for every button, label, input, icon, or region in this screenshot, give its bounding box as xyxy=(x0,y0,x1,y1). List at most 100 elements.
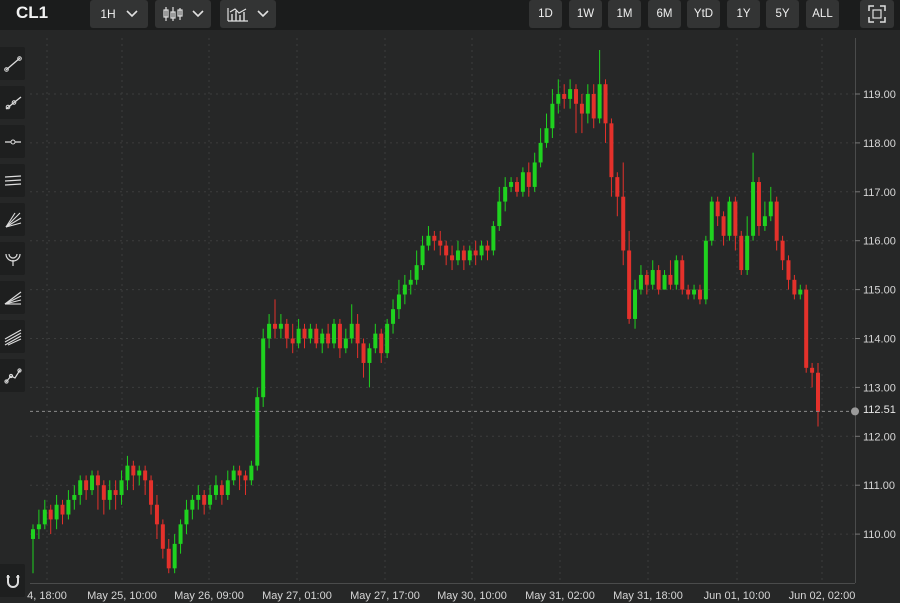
trend-line-icon xyxy=(3,55,22,72)
candle-body xyxy=(579,103,584,114)
candle xyxy=(686,284,691,300)
candle-body xyxy=(408,279,413,285)
candle-body xyxy=(479,245,484,256)
candle-body xyxy=(591,94,596,119)
candle-body xyxy=(261,338,266,398)
candle xyxy=(208,485,213,510)
candle-body xyxy=(213,485,218,495)
candle-body xyxy=(90,475,95,491)
range-5y-button[interactable]: 5Y xyxy=(766,0,799,28)
candle xyxy=(402,274,407,305)
candle xyxy=(225,470,230,500)
tool-magnet[interactable] xyxy=(0,564,25,597)
candle xyxy=(455,240,460,266)
range-all-button[interactable]: ALL xyxy=(806,0,839,28)
candle-body xyxy=(491,226,496,251)
candle xyxy=(60,499,65,525)
x-tick-label: Jun 01, 10:00 xyxy=(703,590,771,602)
tool-parallel-channel[interactable] xyxy=(0,164,25,197)
candle xyxy=(656,265,661,295)
x-tick-label: May 27, 17:00 xyxy=(350,590,420,602)
tool-fan-lines[interactable] xyxy=(0,203,25,236)
candle-body xyxy=(467,250,472,261)
candle xyxy=(284,318,289,349)
candle-body xyxy=(638,274,643,290)
candle xyxy=(603,79,608,143)
y-tick-label: 111.00 xyxy=(863,480,895,492)
tool-trend-line[interactable] xyxy=(0,47,25,80)
candle xyxy=(314,323,319,349)
candle-body xyxy=(461,250,466,261)
candle-body xyxy=(686,289,691,295)
chart-header: CL1 1H 1D 1W 1M 6M YtD 1Y 5Y ALL xyxy=(0,0,900,30)
candle-body xyxy=(810,367,815,373)
arc-icon xyxy=(4,253,21,266)
range-6m-button[interactable]: 6M xyxy=(648,0,681,28)
candle xyxy=(461,245,466,271)
candle xyxy=(249,460,254,486)
interval-selector[interactable]: 1H xyxy=(90,0,148,28)
tool-path-line[interactable] xyxy=(0,359,25,392)
candle xyxy=(780,235,785,271)
candle-body xyxy=(143,470,148,481)
candle-body xyxy=(756,182,761,227)
tool-ray-line[interactable] xyxy=(0,86,25,119)
candle xyxy=(42,499,47,530)
range-1m-button[interactable]: 1M xyxy=(608,0,641,28)
candle-body xyxy=(373,333,378,349)
candle-body xyxy=(379,333,384,354)
candle xyxy=(332,318,337,349)
candle-body xyxy=(343,338,348,349)
candle-body xyxy=(768,201,773,217)
candle-body xyxy=(420,245,425,266)
candle-body xyxy=(31,529,35,539)
gann-lines-icon xyxy=(4,291,21,305)
candle-body xyxy=(455,250,460,261)
range-ytd-button[interactable]: YtD xyxy=(687,0,720,28)
candle xyxy=(544,113,549,148)
candle xyxy=(355,314,360,359)
candle xyxy=(125,455,130,491)
tool-pitchfork[interactable] xyxy=(0,320,25,353)
indicators-selector[interactable] xyxy=(220,0,276,28)
tool-gann-lines[interactable] xyxy=(0,281,25,314)
x-tick-label: May 31, 18:00 xyxy=(613,590,683,602)
candle-body xyxy=(391,309,396,324)
magnet-icon xyxy=(6,574,19,588)
candle xyxy=(101,480,106,515)
candle xyxy=(514,177,519,197)
candle-body xyxy=(621,196,626,251)
tool-horizontal-line[interactable] xyxy=(0,125,25,158)
candle-body xyxy=(249,465,254,481)
range-1d-button[interactable]: 1D xyxy=(529,0,562,28)
candle xyxy=(107,480,112,510)
candle xyxy=(467,245,472,266)
range-1y-button[interactable]: 1Y xyxy=(727,0,760,28)
range-1w-button[interactable]: 1W xyxy=(569,0,602,28)
candlestick-type-icon xyxy=(163,7,183,21)
candle xyxy=(804,284,809,373)
candle xyxy=(420,235,425,271)
candle xyxy=(178,519,183,554)
x-tick-label: May 26, 09:00 xyxy=(174,590,244,602)
candle-body xyxy=(60,504,65,515)
candle-body xyxy=(627,250,632,319)
x-tick-label: Jun 02, 02:00 xyxy=(788,590,856,602)
y-tick-label: 114.00 xyxy=(863,334,896,346)
candle-body xyxy=(414,265,419,280)
candle xyxy=(615,172,620,217)
tool-arc[interactable] xyxy=(0,242,25,275)
candle-body xyxy=(715,201,720,217)
fullscreen-button[interactable] xyxy=(860,0,894,28)
candle xyxy=(633,279,638,329)
candle xyxy=(320,328,325,354)
candle xyxy=(526,162,531,197)
candle-body xyxy=(54,504,59,520)
horizontal-line-icon xyxy=(4,139,21,144)
candle xyxy=(308,323,313,344)
candle xyxy=(149,475,154,515)
candle xyxy=(278,314,283,339)
chart-type-selector[interactable] xyxy=(155,0,211,28)
candle-body xyxy=(603,84,608,124)
